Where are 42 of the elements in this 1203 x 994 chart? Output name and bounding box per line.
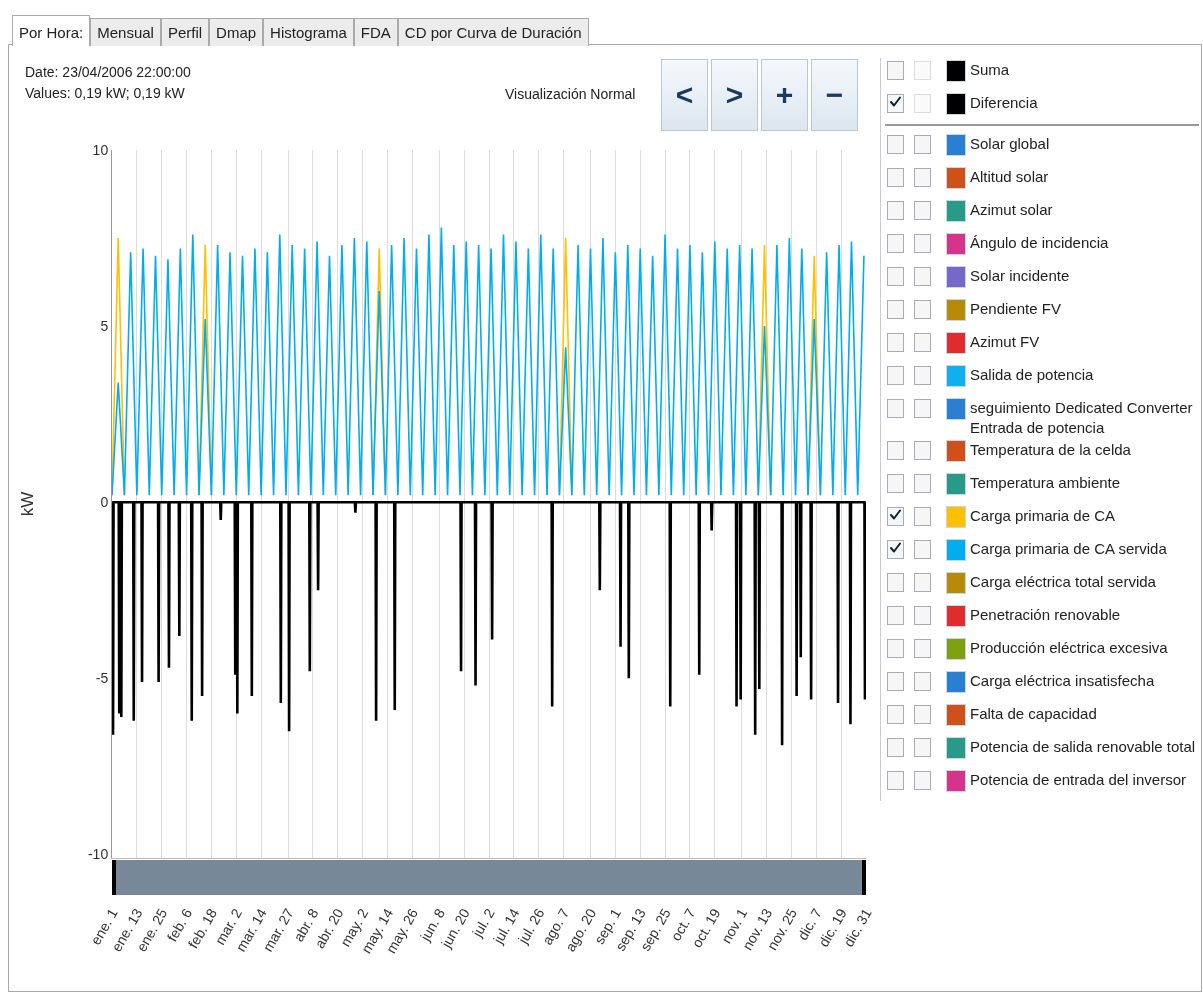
y-tick-label: 0: [100, 494, 109, 511]
text: Visualización Normal: [505, 86, 636, 102]
legend-label: Falta de capacidad: [970, 704, 1098, 724]
legend-label: Solar incidente: [970, 266, 1071, 286]
legend-label: seguimiento Dedicated Converter Entrada de potencia: [970, 398, 1194, 438]
button: <: [661, 59, 708, 131]
tab: Perfil: [160, 18, 210, 46]
tab: Dmap: [209, 18, 264, 46]
legend-label: Carga eléctrica insatisfecha: [970, 671, 1156, 691]
text: Date: 23/04/2006 22:00:00: [25, 63, 191, 82]
legend-label: Solar global: [970, 134, 1051, 154]
legend-label: Producción eléctrica excesiva: [970, 638, 1169, 658]
tab: Por Hora:: [12, 15, 91, 46]
text: Values: 0,19 kW; 0,19 kW: [25, 84, 186, 103]
legend-label: Azimut FV: [970, 332, 1041, 352]
legend-label: Altitud solar: [970, 167, 1050, 187]
legend-label: Temperatura ambiente: [970, 473, 1122, 493]
tab: Histograma: [263, 18, 354, 46]
y-tick-label: 10: [92, 141, 109, 158]
legend-label: Azimut solar: [970, 200, 1054, 220]
legend-label: Potencia de salida renovable total: [970, 737, 1197, 757]
button: >: [711, 59, 758, 131]
y-tick-label: -5: [95, 670, 109, 687]
button: +: [761, 59, 808, 131]
tab: FDA: [353, 18, 398, 46]
tab: Mensual: [90, 18, 161, 46]
legend-label: Salida de potencia: [970, 365, 1095, 385]
legend-label: Pendiente FV: [970, 299, 1062, 319]
legend-label: Suma: [970, 60, 1011, 80]
legend-label: Carga primaria de CA: [970, 506, 1117, 526]
legend-label: Carga eléctrica total servida: [970, 572, 1157, 592]
button: −: [811, 59, 858, 131]
y-tick-label: 5: [100, 318, 109, 335]
legend-label: Penetración renovable: [970, 605, 1122, 625]
legend-label: Temperatura de la celda: [970, 440, 1132, 460]
tab: CD por Curva de Duración: [397, 18, 589, 46]
legend-label: Carga primaria de CA servida: [970, 539, 1168, 559]
y-axis-title: kW: [17, 491, 37, 517]
legend-label: Potencia de entrada del inversor: [970, 770, 1187, 790]
y-tick-label: -10: [87, 846, 109, 863]
legend-label: Diferencia: [970, 93, 1039, 113]
legend-label: Ángulo de incidencia: [970, 233, 1110, 253]
